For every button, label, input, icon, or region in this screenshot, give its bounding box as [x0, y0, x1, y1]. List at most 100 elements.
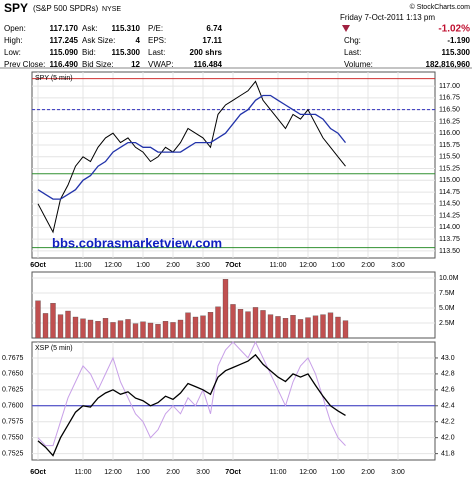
x-tick-label: 11:00 [75, 469, 92, 476]
y-tick-label: 0.7525 [2, 450, 24, 457]
down-arrow [342, 25, 350, 32]
field-value: 200 shrs [190, 48, 223, 57]
y2-tick-label: 43.0 [441, 355, 455, 362]
field-label: Low: [4, 48, 21, 57]
series-line [37, 94, 347, 200]
y-tick-label: 117.00 [439, 83, 460, 90]
symbol-name: (S&P 500 SPDRs) [33, 4, 99, 13]
field-label: Bid Size: [82, 60, 114, 69]
y2-tick-label: 41.8 [441, 450, 455, 457]
volume-bar [177, 319, 184, 339]
y2-tick-label: 42.6 [441, 387, 455, 394]
y-tick-label: 0.7575 [2, 419, 24, 426]
x-tick-label: 1:00 [136, 469, 150, 476]
field-value: 6.74 [206, 24, 222, 33]
x-tick-label: 6Oct [30, 469, 46, 476]
x-tick-label: 3:00 [391, 262, 405, 269]
volume-bar [185, 312, 191, 339]
exchange: NYSE [102, 6, 121, 13]
volume-bar [65, 310, 71, 339]
x-tick-label: 3:00 [391, 469, 405, 476]
x-tick-label: 1:00 [331, 262, 345, 269]
volume-bar [140, 321, 146, 339]
field-label: Prev Close: [4, 60, 45, 69]
volume-bar [117, 320, 124, 339]
y-tick-label: 114.75 [439, 189, 460, 196]
x-tick-label: 11:00 [75, 262, 92, 269]
y-tick-label: 114.25 [439, 212, 460, 219]
volume-bar [282, 318, 289, 339]
y2-tick-label: 42.0 [441, 435, 455, 442]
field-label: High: [4, 36, 23, 45]
volume-bar [170, 322, 176, 339]
x-tick-label: 2:00 [166, 469, 180, 476]
volume-bar [110, 322, 116, 339]
field-value: 12 [131, 60, 140, 69]
y-tick-label: 114.50 [439, 201, 460, 208]
volume-bar [72, 316, 79, 339]
y-tick-label: 113.75 [439, 236, 460, 243]
volume-bar [42, 313, 49, 339]
volume-bar [290, 315, 296, 339]
volume-bar [35, 300, 41, 339]
y-tick-label: 0.7550 [2, 435, 24, 442]
x-tick-label: 1:00 [331, 469, 345, 476]
y-tick-label: 115.50 [439, 154, 460, 161]
field-value: 115.090 [50, 48, 79, 57]
volume-bar [102, 318, 109, 339]
field-label: VWAP: [148, 60, 173, 69]
y-tick-label: 0.7650 [2, 371, 24, 378]
credit: © StockCharts.com [410, 3, 471, 11]
volume-bar [162, 321, 169, 339]
field-value: 117.245 [50, 36, 79, 45]
y-tick-label: 0.7625 [2, 387, 24, 394]
field-label: Volume: [344, 60, 373, 69]
y2-tick-label: 42.2 [441, 419, 455, 426]
field-value: 115.300 [442, 48, 471, 57]
x-tick-label: 3:00 [196, 469, 210, 476]
y-tick-label: 116.25 [439, 118, 460, 125]
x-tick-label: 3:00 [196, 262, 210, 269]
field-value: 116.484 [194, 60, 223, 69]
volume-bar [335, 316, 341, 339]
watermark: bbs.cobrasmarketview.com [52, 235, 222, 250]
field-value: 115.300 [112, 48, 141, 57]
y-tick-label: 116.00 [439, 130, 460, 137]
field-label: P/E: [148, 24, 163, 33]
y-tick-label: 113.50 [439, 248, 460, 255]
x-tick-label: 1:00 [136, 262, 150, 269]
field-label: EPS: [148, 36, 166, 45]
y2-tick-label: 42.4 [441, 403, 455, 410]
field-label: Last: [344, 48, 361, 57]
date: Friday 7-Oct-2011 1:13 pm [340, 13, 435, 22]
field-value: 117.170 [50, 24, 79, 33]
field-value: 115.310 [112, 24, 141, 33]
volume-bar [132, 323, 139, 339]
volume-bar [155, 324, 161, 339]
y-tick-label: 115.00 [439, 177, 460, 184]
field-value: 4 [136, 36, 141, 45]
y-tick-label: 10.0M [439, 275, 459, 282]
volume-bar [87, 319, 94, 339]
volume-bar [245, 311, 251, 339]
volume-bar [297, 319, 304, 339]
y-tick-label: 0.7675 [2, 355, 24, 362]
volume-bar [305, 317, 311, 339]
volume-bar [80, 318, 86, 339]
y-tick-label: 115.25 [439, 165, 460, 172]
volume-bar [252, 307, 259, 339]
field-label: Last: [148, 48, 165, 57]
volume-bar [207, 312, 214, 339]
volume-bar [57, 314, 64, 339]
x-tick-label: 12:00 [104, 469, 122, 476]
volume-bar [50, 303, 56, 339]
field-label: Bid: [82, 48, 96, 57]
field-label: Open: [4, 24, 26, 33]
y-tick-label: 2.5M [439, 320, 455, 327]
change-pct: -1.02% [438, 24, 470, 35]
field-value: 116.490 [50, 60, 79, 69]
x-tick-label: 11:00 [270, 469, 287, 476]
volume-bar [222, 279, 229, 339]
field-label: Chg: [344, 36, 361, 45]
